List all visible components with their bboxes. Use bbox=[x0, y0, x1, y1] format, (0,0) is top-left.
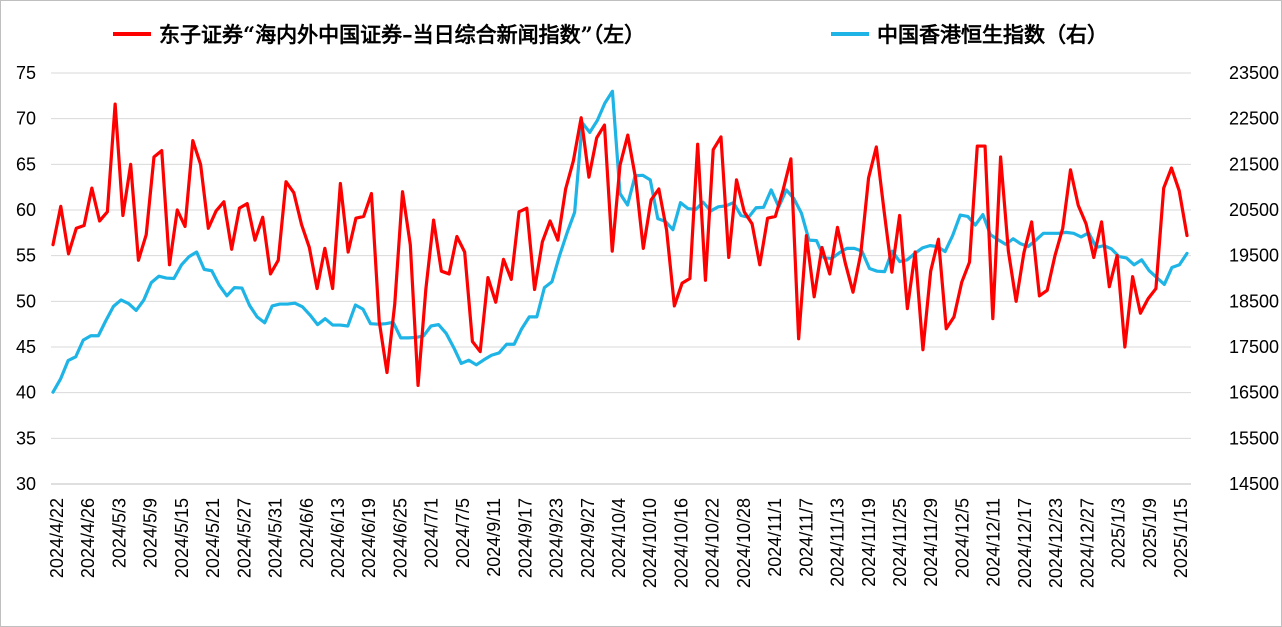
legend-label: 东子证券“海内外中国证券–当日综合新闻指数”（左） bbox=[159, 22, 645, 47]
x-axis-tick-label: 2025/1/9 bbox=[1140, 498, 1160, 568]
x-axis-tick-label: 2024/9/11 bbox=[484, 498, 504, 577]
x-axis-tick-label: 2024/6/25 bbox=[390, 498, 410, 578]
left-axis-tick-label: 45 bbox=[16, 337, 36, 357]
x-axis-tick-label: 2024/11/25 bbox=[890, 498, 910, 587]
x-axis-tick-label: 2024/7/5 bbox=[453, 498, 473, 568]
x-axis-tick-label: 2024/5/27 bbox=[234, 498, 254, 578]
right-axis-tick-label: 19500 bbox=[1229, 246, 1279, 266]
x-axis-tick-label: 2024/10/22 bbox=[703, 498, 723, 588]
x-axis-tick-label: 2024/6/19 bbox=[359, 498, 379, 578]
right-axis-tick-label: 22500 bbox=[1229, 109, 1279, 129]
gridlines bbox=[51, 72, 1191, 485]
x-axis-tick-label: 2024/5/15 bbox=[172, 498, 192, 578]
left-axis-tick-label: 50 bbox=[16, 291, 36, 311]
x-axis-tick-label: 2024/6/6 bbox=[297, 498, 317, 568]
x-axis-tick-label: 2024/11/1 bbox=[765, 498, 785, 577]
news-index-line bbox=[51, 102, 1189, 387]
right-axis-tick-label: 23500 bbox=[1229, 63, 1279, 83]
left-axis-tick-label: 30 bbox=[16, 474, 36, 494]
series-lines bbox=[51, 89, 1189, 394]
x-axis-tick-label: 2024/10/10 bbox=[640, 498, 660, 588]
x-axis-tick-label: 2024/7/1 bbox=[422, 498, 442, 568]
x-axis-tick-label: 2024/5/31 bbox=[266, 498, 286, 578]
x-axis-tick-label: 2024/12/23 bbox=[1046, 498, 1066, 588]
left-axis-tick-label: 70 bbox=[16, 109, 36, 129]
x-axis-tick-label: 2024/9/27 bbox=[578, 498, 598, 578]
x-axis-tick-label: 2024/11/29 bbox=[921, 498, 941, 587]
x-axis-ticks: 2024/4/22 2024/4/26 2024/5/3 2024/5/9 2024/5… bbox=[47, 498, 1191, 588]
right-axis-tick-label: 14500 bbox=[1229, 474, 1279, 494]
right-axis-tick-label: 17500 bbox=[1229, 337, 1279, 357]
x-axis-tick-label: 2024/11/19 bbox=[859, 498, 879, 587]
x-axis-tick-label: 2024/10/16 bbox=[671, 498, 691, 588]
x-axis-tick-label: 2024/6/13 bbox=[328, 498, 348, 578]
x-axis-tick-label: 2024/12/17 bbox=[1015, 498, 1035, 588]
left-axis-tick-label: 55 bbox=[16, 246, 36, 266]
right-axis-tick-label: 18500 bbox=[1229, 291, 1279, 311]
x-axis-tick-label: 2024/12/11 bbox=[984, 498, 1004, 587]
x-axis-tick-label: 2024/4/26 bbox=[78, 498, 98, 578]
x-axis-tick-label: 2025/1/3 bbox=[1109, 498, 1129, 568]
x-axis-tick-label: 2024/10/4 bbox=[609, 498, 629, 578]
left-axis-tick-label: 65 bbox=[16, 154, 36, 174]
right-axis-tick-label: 16500 bbox=[1229, 383, 1279, 403]
legend-label: 中国香港恒生指数（右） bbox=[877, 22, 1108, 47]
right-axis-tick-label: 21500 bbox=[1229, 154, 1279, 174]
x-axis-tick-label: 2024/5/21 bbox=[203, 498, 223, 578]
x-axis-tick-label: 2024/10/28 bbox=[734, 498, 754, 588]
x-axis-tick-label: 2024/9/23 bbox=[547, 498, 567, 578]
x-axis-tick-label: 2024/5/3 bbox=[109, 498, 129, 568]
x-axis-tick-label: 2024/9/17 bbox=[515, 498, 535, 578]
x-axis-tick-label: 2024/11/7 bbox=[796, 498, 816, 577]
left-axis-tick-label: 35 bbox=[16, 428, 36, 448]
x-axis-tick-label: 2024/5/9 bbox=[141, 498, 161, 568]
left-axis-ticks: 30 35 40 45 50 55 60 65 70 75 bbox=[16, 63, 36, 494]
right-axis-ticks: 14500 15500 16500 17500 18500 19500 20500 21500… bbox=[1229, 63, 1279, 494]
x-axis-tick-label: 2025/1/15 bbox=[1171, 498, 1191, 578]
x-axis-tick-label: 2024/12/27 bbox=[1077, 498, 1097, 588]
left-axis-tick-label: 40 bbox=[16, 383, 36, 403]
legend: 东子证券“海内外中国证券–当日综合新闻指数”（左） 中国香港恒生指数（右） bbox=[113, 22, 1108, 47]
right-axis-tick-label: 20500 bbox=[1229, 200, 1279, 220]
x-axis-tick-label: 2024/4/22 bbox=[47, 498, 67, 578]
left-axis-tick-label: 75 bbox=[16, 63, 36, 83]
left-axis-tick-label: 60 bbox=[16, 200, 36, 220]
x-axis-tick-label: 2024/12/5 bbox=[952, 498, 972, 578]
right-axis-tick-label: 15500 bbox=[1229, 428, 1279, 448]
x-axis-tick-label: 2024/11/13 bbox=[828, 498, 848, 587]
